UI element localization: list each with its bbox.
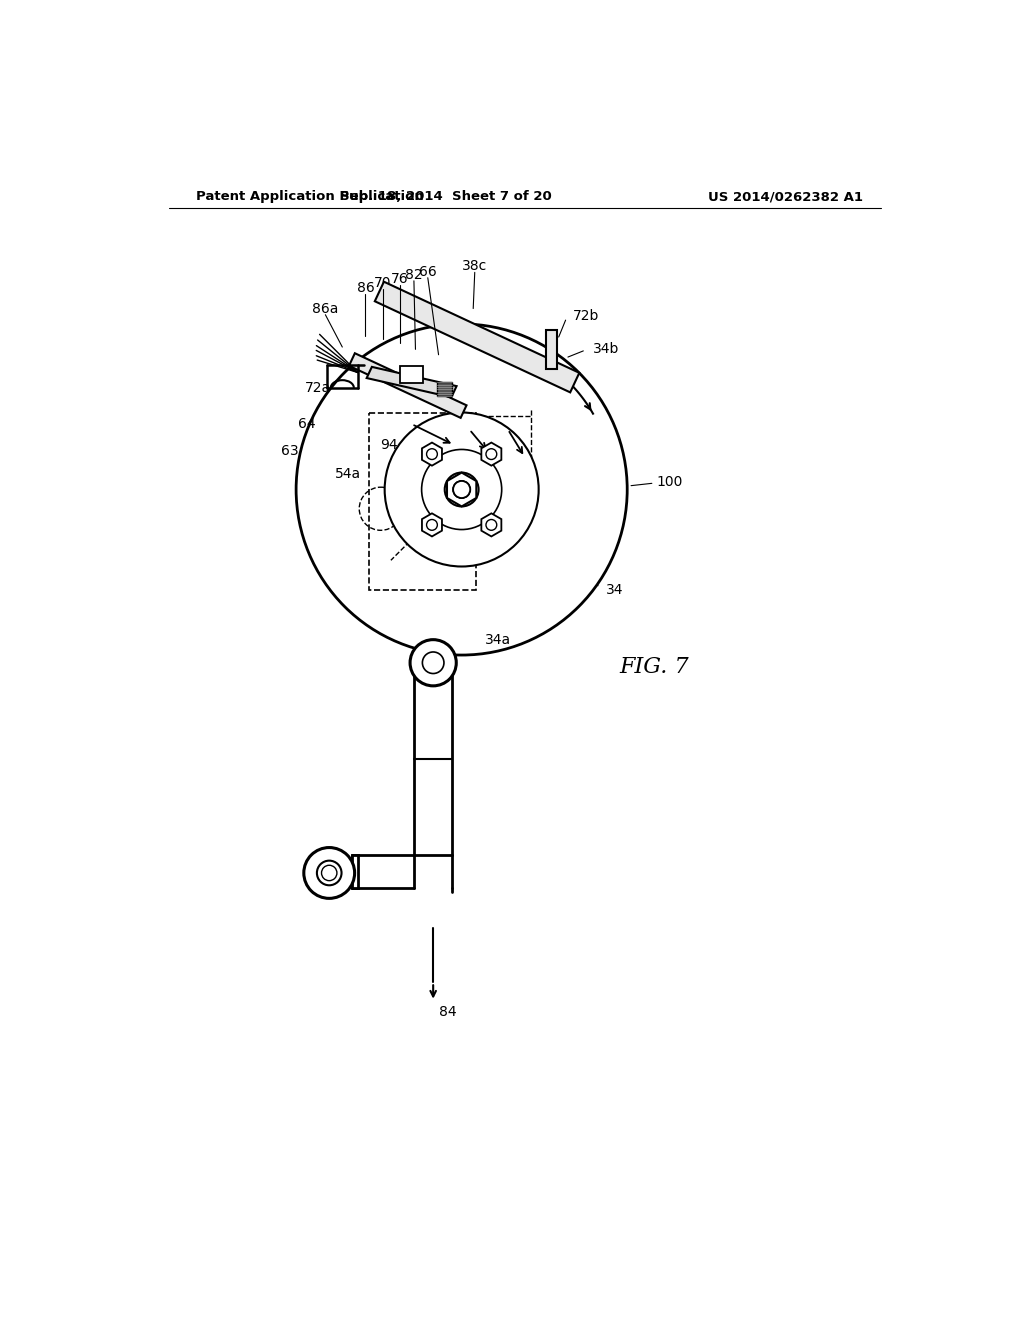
Polygon shape	[367, 367, 457, 397]
Text: 82: 82	[406, 268, 423, 281]
Circle shape	[296, 323, 628, 655]
Polygon shape	[447, 473, 476, 507]
Text: Patent Application Publication: Patent Application Publication	[196, 190, 424, 203]
Text: FIG. 7: FIG. 7	[620, 656, 689, 677]
Text: $\alpha$: $\alpha$	[457, 433, 470, 450]
Text: 72a: 72a	[304, 381, 331, 395]
Text: 63: 63	[281, 444, 298, 458]
Bar	[547, 330, 557, 368]
Bar	[437, 383, 453, 396]
Circle shape	[422, 652, 444, 673]
Circle shape	[427, 520, 437, 531]
Text: 72: 72	[416, 428, 433, 441]
Bar	[400, 367, 423, 383]
Text: 64: 64	[298, 417, 315, 432]
Polygon shape	[422, 513, 442, 536]
Circle shape	[486, 520, 497, 531]
Polygon shape	[349, 354, 467, 418]
Circle shape	[454, 480, 470, 498]
Text: 76: 76	[391, 272, 409, 285]
Text: 94: 94	[380, 438, 397, 451]
Text: 70: 70	[375, 276, 392, 290]
Circle shape	[316, 861, 342, 886]
Text: Sep. 18, 2014  Sheet 7 of 20: Sep. 18, 2014 Sheet 7 of 20	[340, 190, 552, 203]
Circle shape	[304, 847, 354, 899]
Text: US 2014/0262382 A1: US 2014/0262382 A1	[708, 190, 862, 203]
Text: 38c: 38c	[462, 259, 487, 273]
Bar	[370, 412, 475, 590]
Text: 96a: 96a	[508, 459, 535, 474]
Circle shape	[486, 449, 497, 459]
Circle shape	[385, 412, 539, 566]
Text: 34a: 34a	[484, 632, 511, 647]
Text: 34: 34	[605, 582, 624, 597]
Circle shape	[454, 480, 470, 498]
Text: 66: 66	[419, 264, 436, 279]
Text: 100: 100	[656, 475, 683, 488]
Circle shape	[422, 449, 502, 529]
Text: 54a: 54a	[336, 467, 361, 480]
Text: 96: 96	[455, 453, 472, 467]
Text: 34b: 34b	[593, 342, 618, 356]
Text: 72b: 72b	[572, 309, 599, 323]
Polygon shape	[375, 281, 580, 392]
Text: 86a: 86a	[312, 301, 339, 315]
Circle shape	[427, 449, 437, 459]
Polygon shape	[352, 855, 358, 888]
Circle shape	[444, 473, 478, 507]
Text: 58: 58	[468, 537, 485, 552]
Polygon shape	[422, 442, 442, 466]
Circle shape	[410, 640, 457, 686]
Circle shape	[322, 866, 337, 880]
Polygon shape	[481, 513, 502, 536]
Text: 86: 86	[356, 281, 375, 294]
Text: 98: 98	[474, 422, 493, 437]
Polygon shape	[481, 442, 502, 466]
Text: 84: 84	[439, 1006, 457, 1019]
